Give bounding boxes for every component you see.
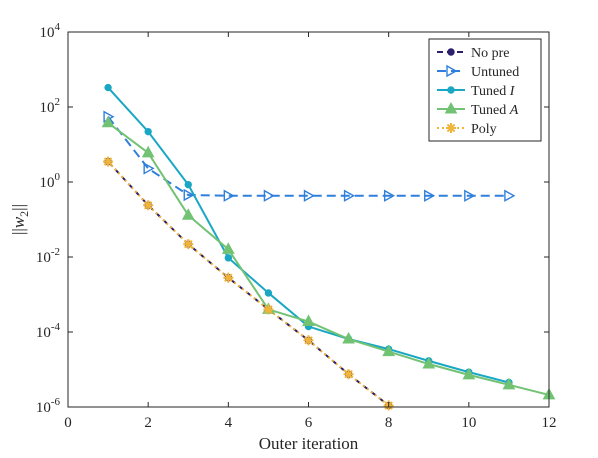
y-tick-label: 10-4 — [36, 321, 61, 341]
series-poly — [103, 156, 394, 411]
legend-label: Tuned A — [471, 103, 519, 118]
data-point — [422, 356, 436, 369]
x-axis-label: Outer iteration — [259, 434, 359, 453]
data-point — [223, 189, 235, 202]
data-point — [302, 314, 315, 327]
series-line — [107, 121, 550, 396]
x-tick-label: 12 — [542, 415, 557, 431]
data-point — [303, 335, 314, 346]
series-untuned — [103, 110, 516, 202]
data-point — [502, 377, 516, 390]
legend-marker — [444, 101, 458, 114]
legend-marker — [446, 123, 456, 133]
legend-label: Tuned I — [471, 84, 516, 99]
data-point — [462, 367, 476, 380]
data-point — [343, 189, 356, 202]
data-point — [464, 189, 476, 202]
series-line — [107, 160, 390, 407]
legend-label: Poly — [471, 122, 497, 137]
legend: No pre Untuned Tuned I Tuned A Poly — [428, 38, 542, 142]
data-point — [141, 145, 155, 158]
legend-item: Tuned I — [437, 84, 516, 99]
data-point — [101, 115, 115, 128]
x-tick-label: 8 — [385, 415, 393, 431]
data-point — [424, 189, 436, 202]
legend-label: No pre — [471, 46, 510, 61]
y-tick-label: 10-6 — [36, 396, 61, 416]
legend-marker — [446, 64, 458, 78]
data-point — [223, 272, 234, 283]
data-point — [104, 83, 112, 92]
data-point — [224, 254, 233, 262]
data-point — [184, 180, 192, 189]
legend-item: Tuned A — [437, 101, 519, 118]
legend-item: Poly — [437, 122, 497, 137]
data-point — [343, 369, 354, 380]
series-tuned-i — [104, 83, 513, 387]
y-axis-label-text: ||w2|| — [9, 204, 31, 235]
data-point — [143, 200, 154, 211]
data-point — [183, 239, 194, 250]
y-tick-label: 104 — [40, 21, 61, 41]
legend-item: Untuned — [437, 64, 519, 80]
data-point — [144, 127, 152, 136]
series-line — [107, 160, 390, 407]
data-point — [382, 344, 396, 357]
x-tick-label: 10 — [461, 415, 476, 431]
x-tick-label: 0 — [64, 415, 72, 431]
legend-item: No pre — [437, 46, 510, 61]
y-tick-label: 100 — [40, 171, 61, 191]
y-axis-label: ||w2|| — [9, 204, 31, 235]
x-tick-label: 2 — [144, 415, 152, 431]
data-point — [181, 208, 195, 220]
legend-label: Untuned — [471, 65, 519, 80]
x-tick-label: 6 — [305, 415, 313, 431]
ticks-layer: 0 2 4 6 8 10 12 104 102 100 10-2 10-4 10-6 — [36, 21, 557, 431]
legend-marker — [447, 48, 455, 56]
x-tick-label: 4 — [225, 415, 233, 431]
y-tick-label: 10-2 — [36, 246, 60, 266]
data-point — [183, 188, 195, 202]
data-point — [264, 289, 273, 297]
data-point — [303, 189, 315, 202]
series-line — [107, 116, 509, 197]
data-point — [221, 242, 235, 254]
legend-marker — [447, 86, 455, 94]
data-point — [263, 304, 274, 315]
data-point — [143, 162, 155, 175]
data-point — [103, 156, 114, 167]
data-point — [504, 189, 516, 202]
data-point — [263, 189, 275, 202]
y-tick-label: 102 — [40, 96, 61, 116]
data-point — [342, 331, 355, 344]
data-point — [383, 189, 396, 202]
series-tuned-a — [101, 115, 556, 400]
